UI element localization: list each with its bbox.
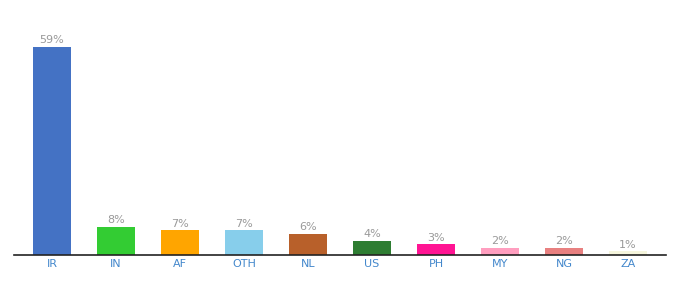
Bar [353,241,391,255]
Text: 6%: 6% [299,222,317,232]
Bar [289,234,327,255]
Bar [609,251,647,255]
Bar [97,227,135,255]
Bar [481,248,520,255]
Text: 3%: 3% [427,232,445,243]
Text: 2%: 2% [491,236,509,246]
Text: 4%: 4% [363,229,381,239]
Text: 2%: 2% [555,236,573,246]
Bar [160,230,199,255]
Text: 7%: 7% [235,218,253,229]
Text: 59%: 59% [39,35,65,45]
Bar [417,244,455,255]
Bar [545,248,583,255]
Bar [33,47,71,255]
Bar [225,230,263,255]
Text: 7%: 7% [171,218,189,229]
Text: 8%: 8% [107,215,125,225]
Text: 1%: 1% [619,240,636,250]
